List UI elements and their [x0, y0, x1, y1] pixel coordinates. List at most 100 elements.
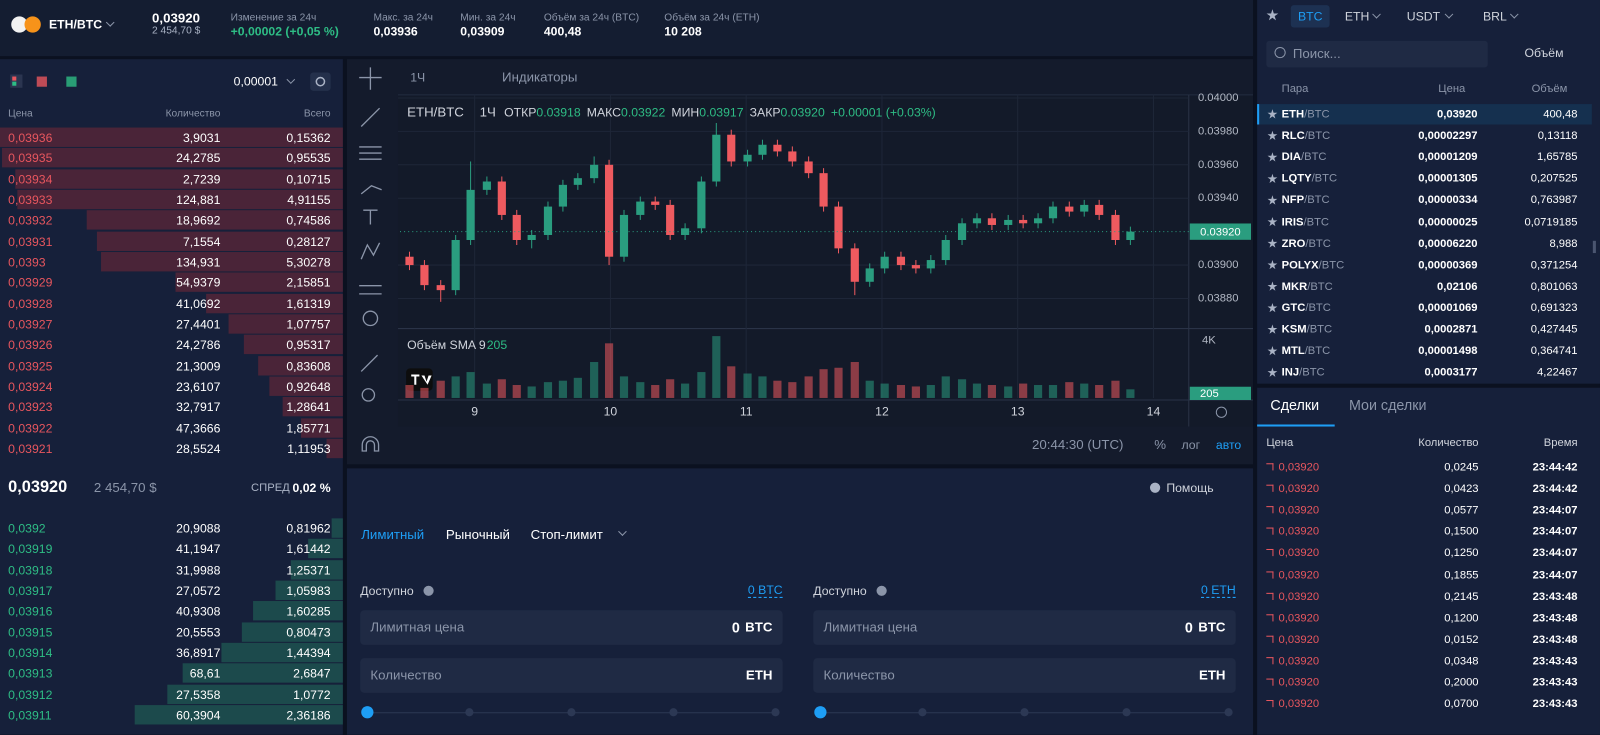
- tv-logo-mark: [411, 374, 432, 385]
- help-link[interactable]: Помощь: [1166, 480, 1214, 495]
- indicators[interactable]: Индикаторы: [502, 69, 578, 85]
- order-price[interactable]: 0,0393: [8, 255, 46, 270]
- trades-tab[interactable]: Мои сделки: [1348, 396, 1427, 414]
- favorite-star[interactable]: [1267, 324, 1278, 334]
- order-price[interactable]: 0,03926: [8, 338, 53, 353]
- order-price[interactable]: 0,03918: [8, 562, 53, 578]
- order-price[interactable]: 0,03929: [8, 275, 53, 291]
- slider-step[interactable]: [918, 708, 927, 717]
- order-price[interactable]: 0,03936: [8, 130, 53, 145]
- amount-input[interactable]: [360, 658, 783, 693]
- order-price[interactable]: 0,03921: [8, 441, 53, 457]
- market-tab[interactable]: ETH: [1344, 9, 1370, 24]
- favorite-star[interactable]: [1267, 195, 1278, 205]
- order-price[interactable]: 0,03935: [8, 151, 53, 166]
- order-price[interactable]: 0,03913: [8, 666, 53, 681]
- favorite-star[interactable]: [1267, 173, 1278, 184]
- slider-step[interactable]: [814, 706, 827, 719]
- market-pair[interactable]: NFP/BTC: [1282, 192, 1330, 208]
- log-toggle[interactable]: лог: [1181, 437, 1201, 453]
- pair-name[interactable]: ETH/BTC: [48, 17, 103, 32]
- market-pair[interactable]: MKR/BTC: [1282, 278, 1333, 294]
- favorite-star[interactable]: [1267, 238, 1278, 248]
- order-price[interactable]: 0,03914: [8, 645, 53, 661]
- slider-step[interactable]: [361, 706, 374, 719]
- slider-step[interactable]: [1020, 708, 1029, 717]
- market-tab[interactable]: BRL: [1482, 9, 1507, 24]
- favorite-star[interactable]: [1267, 346, 1278, 356]
- order-price[interactable]: 0,03933: [8, 192, 53, 208]
- chart-settings[interactable]: [1215, 406, 1228, 418]
- order-price[interactable]: 0,03915: [8, 625, 53, 640]
- column-header[interactable]: Цена: [1438, 82, 1466, 95]
- price-label: Лимитная цена: [370, 619, 465, 635]
- favorite-star[interactable]: [1267, 216, 1278, 227]
- column-header[interactable]: Объём: [1531, 82, 1568, 95]
- price-input[interactable]: [360, 610, 783, 645]
- order-price[interactable]: 0,03931: [8, 234, 53, 249]
- slider-step[interactable]: [669, 708, 678, 717]
- order-total: 1,44394: [286, 645, 331, 661]
- order-type-tab[interactable]: Лимитный: [361, 526, 425, 542]
- order-price[interactable]: 0,03928: [8, 296, 53, 311]
- order-price[interactable]: 0,03912: [8, 687, 53, 702]
- favorites-star[interactable]: [1266, 9, 1279, 21]
- order-price[interactable]: 0,03916: [8, 604, 53, 619]
- market-pair[interactable]: GTC/BTC: [1282, 300, 1331, 316]
- favorite-star[interactable]: [1267, 109, 1278, 119]
- market-tab[interactable]: USDT: [1406, 9, 1441, 24]
- slider-step[interactable]: [567, 708, 576, 717]
- amount-input[interactable]: [813, 658, 1236, 693]
- favorite-star[interactable]: [1267, 367, 1278, 377]
- auto-toggle[interactable]: авто: [1215, 437, 1242, 453]
- order-price[interactable]: 0,03923: [8, 400, 53, 415]
- order-price[interactable]: 0,03934: [8, 172, 53, 187]
- order-price[interactable]: 0,03924: [8, 379, 53, 394]
- orderbook-view-icons[interactable]: [8, 73, 79, 89]
- market-pair[interactable]: IRIS/BTC: [1282, 214, 1329, 230]
- market-pair[interactable]: INJ/BTC: [1282, 364, 1325, 380]
- order-price[interactable]: 0,03927: [8, 317, 53, 332]
- trades-tab[interactable]: Сделки: [1270, 396, 1320, 414]
- available-balance[interactable]: 0 BTC: [747, 582, 783, 598]
- search-box[interactable]: [1266, 40, 1488, 68]
- column-header[interactable]: Пара: [1281, 82, 1309, 95]
- available-balance[interactable]: 0 ETH: [1200, 582, 1236, 598]
- order-price[interactable]: 0,03911: [8, 708, 52, 723]
- market-pair[interactable]: ETH/BTC: [1282, 106, 1330, 122]
- market-pair[interactable]: DIA/BTC: [1282, 149, 1327, 165]
- market-pair[interactable]: KSM/BTC: [1282, 321, 1333, 337]
- sort-select[interactable]: Объём: [1524, 45, 1564, 61]
- market-pair[interactable]: LQTY/BTC: [1282, 171, 1338, 187]
- slider-step[interactable]: [771, 708, 780, 717]
- order-price[interactable]: 0,03932: [8, 213, 53, 228]
- market-pair[interactable]: RLC/BTC: [1282, 128, 1331, 144]
- market-pair[interactable]: MTL/BTC: [1282, 343, 1331, 359]
- interval[interactable]: 1Ч: [410, 70, 426, 85]
- slider-step[interactable]: [465, 708, 474, 717]
- favorite-star[interactable]: [1267, 130, 1278, 140]
- percent-toggle[interactable]: %: [1154, 436, 1167, 453]
- order-type-tab[interactable]: Рыночный: [445, 526, 510, 542]
- drawing-tools[interactable]: [347, 59, 396, 464]
- settings-button[interactable]: [309, 71, 331, 91]
- tick-size[interactable]: 0,00001: [233, 74, 278, 89]
- favorite-star[interactable]: [1267, 302, 1278, 313]
- favorite-star[interactable]: [1267, 281, 1278, 291]
- selected-row[interactable]: [1257, 104, 1592, 125]
- favorite-star[interactable]: [1267, 152, 1278, 162]
- order-type-tab[interactable]: Стоп-лимит: [530, 526, 603, 542]
- order-price[interactable]: 0,0392: [8, 521, 46, 536]
- order-price[interactable]: 0,03925: [8, 358, 53, 374]
- order-price[interactable]: 0,03919: [8, 542, 53, 557]
- slider-step[interactable]: [1224, 708, 1233, 717]
- order-price[interactable]: 0,03922: [8, 421, 53, 436]
- volume-bar: [405, 385, 414, 398]
- price-input[interactable]: [813, 610, 1236, 645]
- slider-step[interactable]: [1122, 708, 1131, 717]
- favorite-star[interactable]: [1267, 259, 1278, 270]
- market-pair[interactable]: POLYX/BTC: [1282, 257, 1345, 273]
- order-price[interactable]: 0,03917: [8, 583, 53, 598]
- market-tab[interactable]: BTC: [1297, 9, 1323, 24]
- market-pair[interactable]: ZRO/BTC: [1282, 235, 1331, 251]
